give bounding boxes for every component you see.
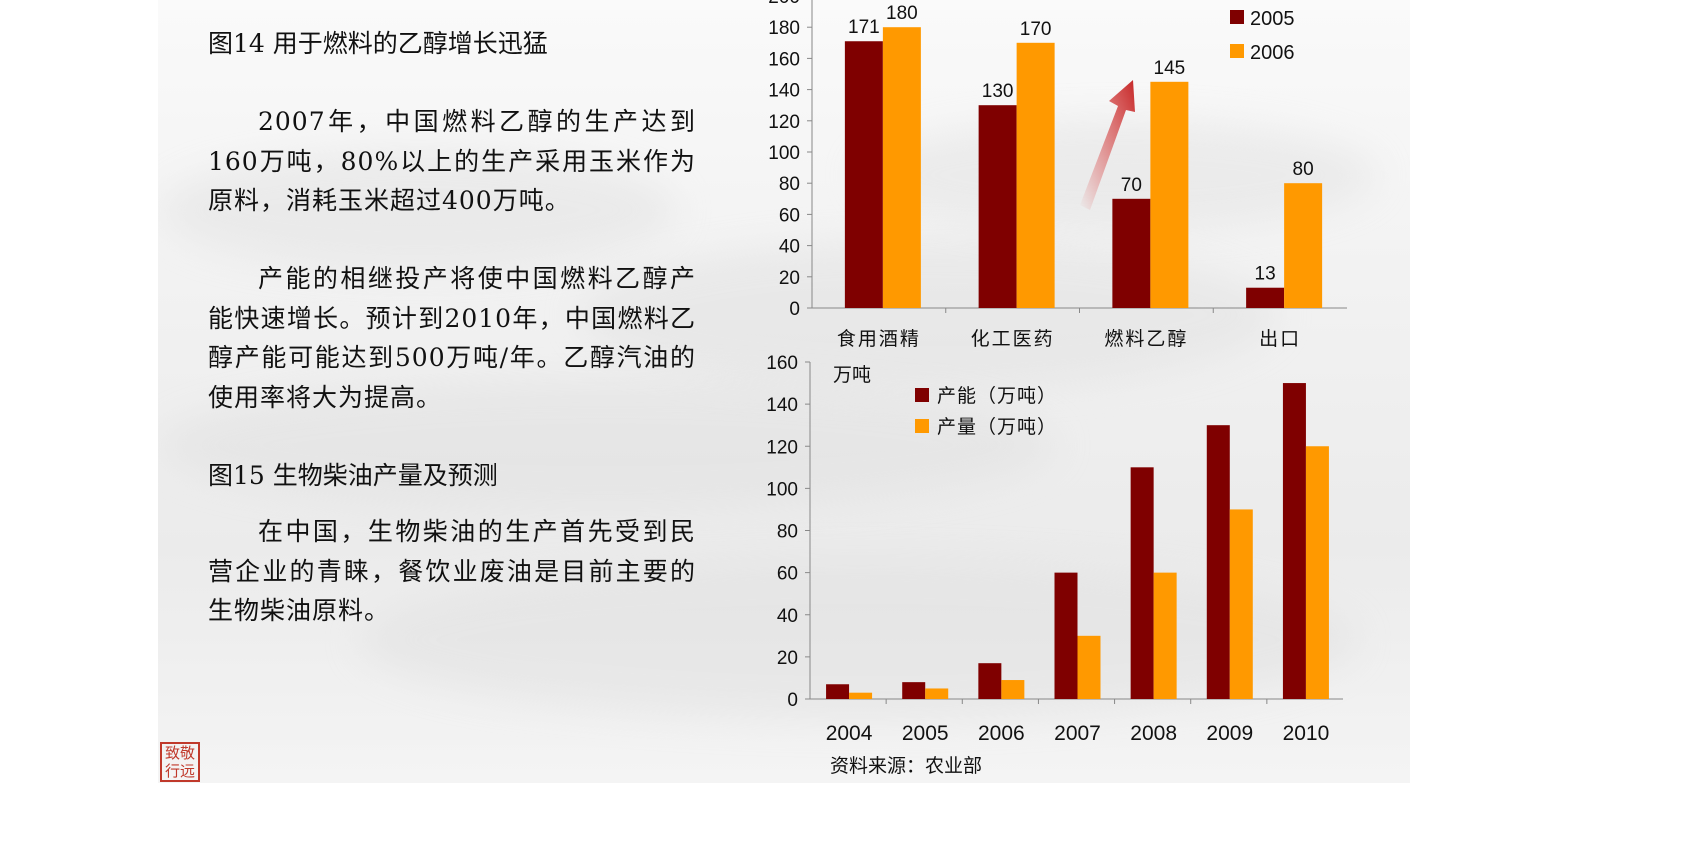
bar-2005-燃料乙醇 [1112,198,1151,308]
figure14-title: 图14 用于燃料的乙醇增长迅猛 [208,29,548,58]
bar-2008-1 [1153,572,1177,699]
x-tick-label: 燃料乙醇 [1104,328,1188,350]
bar-2010-1 [1305,446,1329,699]
trend-arrow [1080,80,1135,210]
data-label: 145 [1154,58,1186,79]
chart-ethanol-usage: 0 20 40 60 80 100 120 140 160 180 200 171 180 食用酒精 130… [768,0,1347,350]
bar-2005-化工医药 [978,105,1017,308]
y-tick-label: 100 [768,143,800,164]
bar-2008-0 [1130,467,1154,699]
y-tick-label: 60 [779,205,800,226]
data-label: 171 [848,17,880,38]
data-label: 80 [1293,159,1314,180]
x-tick-label: 2009 [1206,722,1253,745]
bar-2005-出口 [1246,287,1285,308]
legend-swatch-2005 [1230,10,1244,24]
y-tick-label: 180 [768,18,800,39]
x-tick-label: 2008 [1130,722,1177,745]
legend-label-2006: 2006 [1250,42,1295,64]
paragraph-biodiesel: 在中国，生物柴油的生产首先受到民营企业的青睐，餐饮业废油是目前主要的生物柴油原料… [208,517,696,625]
data-label: 180 [886,3,918,24]
x-tick-label: 2004 [826,722,873,745]
y-tick-label: 60 [777,564,798,585]
paragraph-ethanol-production: 2007年，中国燃料乙醇的生产达到160万吨，80%以上的生产采用玉米作为原料，… [208,107,696,215]
y-tick-label: 140 [766,395,798,416]
x-tick-label: 2005 [902,722,949,745]
data-label: 13 [1255,264,1276,285]
x-tick-label: 食用酒精 [837,328,921,350]
chart-biodiesel-production: 0 20 40 60 80 100 120 140 160 万吨 2004 2005 2006 2007 2… [766,353,1343,777]
legend-swatch-0 [915,388,929,402]
bar-2005-食用酒精 [844,41,883,309]
y-tick-label: 120 [766,437,798,458]
bar-2006-食用酒精 [882,27,921,308]
bar-2007-1 [1077,635,1101,699]
y-tick-label: 20 [777,648,798,669]
legend-label-1: 产量（万吨） [937,416,1057,438]
y-tick-label: 80 [777,522,798,543]
y-tick-label: 100 [766,479,798,500]
y-tick-label: 0 [787,690,798,711]
x-tick-label: 2010 [1283,722,1330,745]
source-note: 资料来源：农业部 [830,755,982,777]
x-tick-label: 2006 [978,722,1025,745]
y-tick-label: 20 [779,268,800,289]
bar-2005-1 [925,688,949,699]
data-label: 70 [1121,175,1142,196]
y-tick-label: 40 [779,237,800,258]
bar-2006-燃料乙醇 [1150,81,1189,308]
bar-2006-化工医药 [1016,42,1055,309]
legend-swatch-1 [915,419,929,433]
legend-label-0: 产能（万吨） [937,385,1057,407]
bar-2006-0 [978,663,1002,699]
bar-2007-0 [1054,572,1078,699]
bar-2009-0 [1206,425,1230,699]
data-label: 170 [1020,19,1052,40]
x-tick-label: 2007 [1054,722,1101,745]
x-tick-label: 化工医药 [971,328,1055,350]
bar-2004-1 [849,692,873,699]
figure15-title: 图15 生物柴油产量及预测 [208,461,498,490]
y-tick-label: 0 [789,299,800,320]
y-tick-label: 40 [777,606,798,627]
y-tick-label: 200 [768,0,800,8]
y-axis-unit-label: 万吨 [833,364,871,386]
y-tick-label: 140 [768,81,800,102]
x-tick-label: 出口 [1259,328,1301,350]
bar-2010-0 [1282,383,1306,699]
bar-2006-1 [1001,680,1025,699]
bar-2005-0 [902,682,926,699]
bar-2006-出口 [1284,183,1323,308]
paragraph-ethanol-capacity: 产能的相继投产将使中国燃料乙醇产能快速增长。预计到2010年，中国燃料乙醇产能可… [208,264,696,412]
bar-2004-0 [826,684,850,699]
data-label: 130 [982,81,1014,102]
seal-logo: 致敬 行远 [160,742,200,782]
legend-swatch-2006 [1230,44,1244,58]
y-tick-label: 80 [779,174,800,195]
bar-2009-1 [1229,509,1253,699]
y-tick-label: 160 [768,49,800,70]
legend-label-2005: 2005 [1250,8,1295,30]
y-tick-label: 120 [768,112,800,133]
y-tick-label: 160 [766,353,798,374]
